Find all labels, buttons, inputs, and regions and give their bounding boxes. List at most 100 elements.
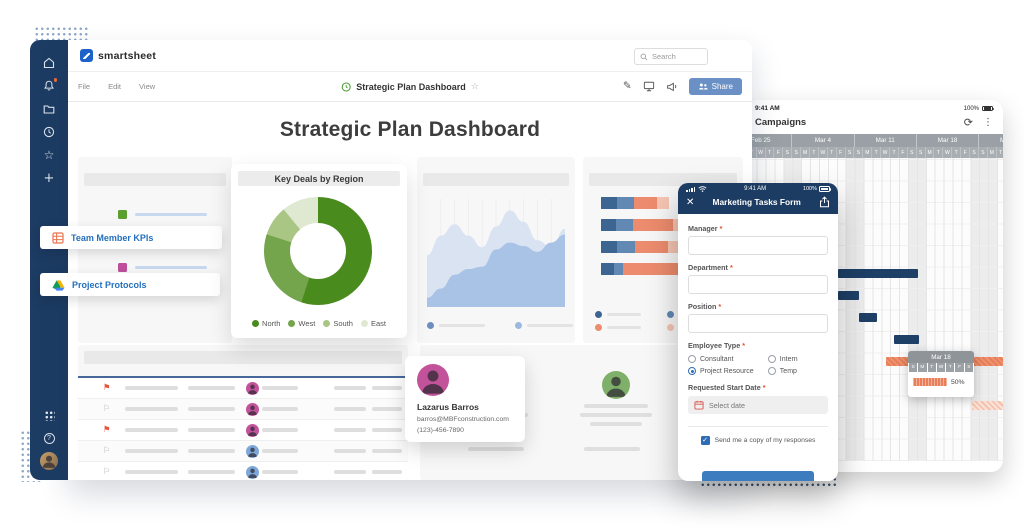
radio-label: Project Resource — [700, 367, 754, 375]
widget-list-item — [118, 263, 207, 272]
position-input[interactable] — [688, 314, 828, 333]
help-icon[interactable]: ? — [40, 429, 58, 447]
table-row[interactable]: ⚐ — [78, 399, 408, 420]
flag-icon-outline[interactable]: ⚐ — [103, 466, 111, 477]
kebab-menu-icon[interactable]: ⋮ — [983, 116, 993, 128]
employee-type-label: Employee Type * — [688, 341, 746, 350]
gantt-day-letter: W — [756, 147, 766, 158]
refresh-icon[interactable]: ⟳ — [963, 116, 973, 129]
contact-name: Lazarus Barros — [417, 402, 479, 412]
placeholder-line — [584, 404, 648, 408]
key-deals-title: Key Deals by Region — [238, 171, 400, 186]
edit-pencil-icon[interactable]: ✎ — [622, 80, 632, 93]
phone-clock: 9:41 AM — [744, 186, 767, 192]
favorite-star-icon[interactable]: ☆ — [470, 81, 479, 92]
placeholder-cell — [262, 470, 298, 474]
gantt-day-letter: F — [836, 147, 846, 158]
gantt-day-letter: M — [801, 147, 811, 158]
legend-label: West — [298, 319, 316, 328]
bar-segment — [635, 241, 668, 253]
submit-button[interactable] — [702, 471, 814, 481]
create-plus-icon[interactable]: + — [43, 170, 55, 186]
area-chart — [427, 199, 565, 307]
radio-option-project-resource[interactable]: Project Resource — [688, 367, 768, 375]
drive-icon — [52, 279, 65, 291]
gantt-bar[interactable] — [837, 269, 918, 278]
bar-segment — [623, 263, 680, 275]
gantt-day-letter: S — [854, 147, 864, 158]
gantt-bar[interactable] — [837, 291, 860, 300]
gantt-day-letter: S — [845, 147, 855, 158]
gantt-bar[interactable] — [972, 401, 1003, 410]
widget-list-item — [118, 210, 207, 219]
widget-header-band — [589, 173, 737, 186]
folder-icon[interactable] — [40, 100, 58, 118]
bar-segment — [633, 219, 673, 231]
table-row[interactable]: ⚑ — [78, 420, 408, 441]
menu-view[interactable]: View — [139, 82, 156, 91]
battery-icon — [982, 105, 995, 112]
present-monitor-icon[interactable] — [643, 81, 655, 92]
color-swatch — [118, 263, 127, 272]
radio-option-intern[interactable]: Intern — [767, 355, 828, 363]
gantt-bar[interactable] — [859, 313, 877, 322]
legend-item — [595, 311, 667, 318]
tablet-battery-label: 100% — [963, 105, 979, 112]
smartsheet-logo[interactable]: smartsheet — [80, 49, 156, 62]
flag-icon-red[interactable]: ⚑ — [103, 382, 111, 393]
placeholder-cell — [262, 428, 298, 432]
date-picker-field[interactable]: Select date — [688, 396, 828, 414]
legend-item: North — [252, 319, 280, 328]
table-row[interactable]: ⚑ — [78, 378, 408, 399]
contact-avatar — [417, 364, 449, 396]
table-row[interactable]: ⚐ — [78, 441, 408, 462]
home-icon[interactable] — [40, 54, 58, 72]
menu-edit[interactable]: Edit — [108, 82, 122, 91]
flag-icon-red[interactable]: ⚑ — [103, 424, 111, 435]
recents-clock-icon[interactable] — [40, 123, 58, 141]
tooltip-day-letter: T — [927, 363, 936, 372]
radio-option-temp[interactable]: Temp — [767, 367, 828, 375]
radio-option-consultant[interactable]: Consultant — [688, 355, 768, 363]
bar-segment — [601, 241, 617, 253]
notifications-bell-icon[interactable] — [40, 77, 58, 95]
calendar-icon — [694, 400, 704, 410]
share-button[interactable]: Share — [688, 78, 742, 95]
flag-icon-outline[interactable]: ⚐ — [103, 445, 111, 456]
share-people-icon — [698, 83, 708, 90]
table-row[interactable]: ⚐ — [78, 462, 408, 480]
user-avatar[interactable] — [40, 452, 58, 470]
stacked-bar — [601, 197, 707, 209]
department-label: Department * — [688, 263, 733, 272]
row-avatar — [246, 444, 259, 458]
gantt-day-letter: T — [996, 147, 1003, 158]
row-avatar — [246, 381, 259, 395]
legend-dot — [360, 320, 368, 327]
decorative-dots — [34, 26, 90, 44]
project-protocols-pill[interactable]: Project Protocols — [40, 273, 220, 296]
legend-dot — [288, 320, 296, 327]
contact-email: barros@MBFconstruction.com — [417, 416, 509, 423]
manager-input[interactable] — [688, 236, 828, 255]
announce-megaphone-icon[interactable] — [666, 81, 678, 92]
menu-file[interactable]: File — [78, 82, 91, 91]
close-icon[interactable]: ✕ — [686, 196, 695, 208]
placeholder-cell — [334, 470, 366, 474]
gantt-day-letter: T — [890, 147, 899, 158]
legend-dot — [595, 311, 602, 318]
department-input[interactable] — [688, 275, 828, 294]
gantt-day-letter: F — [961, 147, 971, 158]
app-launcher-grid-icon[interactable] — [40, 406, 58, 424]
bar-segment — [617, 241, 635, 253]
favorites-star-icon[interactable]: ☆ — [43, 148, 55, 162]
gantt-day-letter: S — [907, 147, 917, 158]
contact-placeholder — [566, 371, 666, 426]
export-share-icon[interactable] — [819, 196, 830, 208]
copy-responses-checkbox[interactable]: ✓ Send me a copy of my responses — [688, 436, 828, 445]
gantt-bar[interactable] — [893, 335, 919, 344]
search-input[interactable]: Search — [634, 48, 708, 65]
tooltip-day-letter: S — [964, 363, 973, 372]
form-title: Marketing Tasks Form — [712, 197, 801, 207]
flag-icon-outline[interactable]: ⚐ — [103, 403, 111, 414]
team-member-kpis-pill[interactable]: Team Member KPIs — [40, 226, 222, 249]
